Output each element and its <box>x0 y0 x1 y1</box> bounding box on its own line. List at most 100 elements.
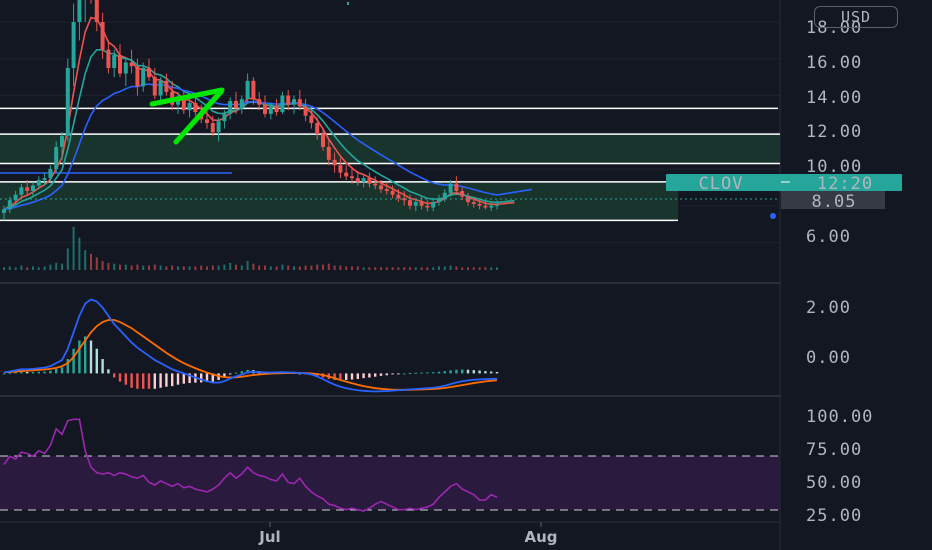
macd-histogram-bar <box>147 373 151 389</box>
volume-bar <box>14 267 17 270</box>
volume-bar <box>484 267 487 270</box>
volume-bar <box>438 266 440 270</box>
candle-body <box>315 123 320 135</box>
volume-bar <box>37 267 40 270</box>
volume-bars <box>3 226 498 270</box>
volume-bar <box>177 266 179 270</box>
volume-bar <box>61 263 63 270</box>
volume-bar <box>113 263 116 270</box>
rsi-tick-label: 100.00 <box>806 407 873 427</box>
volume-bar <box>281 264 284 270</box>
volume-bar <box>496 267 498 270</box>
volume-bar <box>414 267 417 270</box>
volume-bar <box>461 267 464 270</box>
macd-histogram-bar <box>159 373 162 388</box>
candle-body <box>326 146 331 160</box>
candle-body <box>454 183 459 192</box>
macd-histogram-bar <box>107 369 110 374</box>
candle-body <box>448 183 453 193</box>
volume-bar <box>455 266 458 270</box>
volume-bar <box>229 262 232 270</box>
candle-body <box>297 99 302 107</box>
candle-body <box>135 66 140 87</box>
volume-bar <box>449 265 452 270</box>
time-axis-labels[interactable]: Jul Aug <box>258 522 558 546</box>
volume-bar <box>258 265 261 270</box>
candle-body <box>286 95 291 105</box>
volume-bar <box>223 264 226 270</box>
candle-body <box>118 55 122 74</box>
macd-histogram-bar <box>136 373 139 389</box>
volume-bar <box>322 264 324 270</box>
macd-histogram-bar <box>466 369 470 374</box>
volume-bar <box>49 264 52 270</box>
candle-body <box>106 49 111 68</box>
volume-bar <box>55 262 58 270</box>
candle-body <box>425 205 430 208</box>
macd-line <box>3 298 498 393</box>
volume-bar <box>32 266 34 270</box>
volume-bar <box>130 265 133 270</box>
volume-bar <box>90 253 92 270</box>
volume-bar <box>119 264 121 270</box>
candle-body <box>263 104 267 114</box>
candle-body <box>205 119 209 124</box>
volume-bar <box>327 263 330 270</box>
macd-histogram-bar <box>8 372 11 374</box>
volume-bar <box>252 263 255 270</box>
volume-bar <box>409 267 411 270</box>
volume-bar <box>287 265 290 270</box>
candle-body <box>466 196 470 203</box>
candle-body <box>489 205 494 208</box>
rsi-tick-label: 25.00 <box>806 506 862 526</box>
macd-histogram-bar <box>240 371 243 374</box>
candle-body <box>292 99 296 105</box>
macd-histogram-bar <box>333 373 336 380</box>
macd-histogram-bar <box>391 373 394 375</box>
candle-body <box>338 165 343 173</box>
macd-histogram-bar <box>449 370 452 374</box>
candle-body <box>187 102 192 111</box>
candle-body <box>396 194 401 199</box>
volume-bar <box>345 266 348 270</box>
candle-body <box>164 80 169 92</box>
volume-bar <box>304 265 307 270</box>
candle-body <box>193 102 198 113</box>
macd-histogram-bar <box>211 373 214 382</box>
macd-histogram-bar <box>345 373 348 380</box>
candle-body <box>379 185 383 190</box>
macd-histogram-bar <box>408 372 412 374</box>
volume-bar <box>107 262 110 270</box>
macd-histogram-bar <box>339 373 342 381</box>
currency-button[interactable]: USD <box>814 6 898 28</box>
candle-body <box>483 205 488 208</box>
zone-2 <box>0 181 678 221</box>
candle-body <box>303 106 308 116</box>
last-price-tag[interactable]: 8.05 <box>781 191 885 212</box>
candle-body <box>19 187 24 195</box>
volume-bar <box>432 267 435 270</box>
macd-histogram-bar <box>437 371 441 374</box>
macd-tick-label: 0.00 <box>806 348 851 368</box>
candle-body <box>112 55 117 68</box>
volume-bar <box>78 237 81 270</box>
macd-histogram-bar <box>176 373 180 385</box>
volume-bar <box>397 267 400 270</box>
macd-histogram-bar <box>188 373 191 384</box>
macd-histogram-bar <box>89 340 93 374</box>
macd-histogram-bar <box>362 373 365 379</box>
macd-histogram-bar <box>142 373 145 389</box>
flag-annotation <box>149 87 225 145</box>
candle-body <box>2 209 6 214</box>
symbol-price-tag[interactable]: CLOV 12:20 <box>666 174 902 194</box>
volume-bar <box>426 267 429 270</box>
macd-histogram-bar <box>490 371 493 374</box>
macd-histogram-bar <box>113 373 116 378</box>
macd-histogram-bar <box>397 373 400 375</box>
candle-body <box>60 135 64 147</box>
volume-bar <box>380 267 382 270</box>
volume-bar <box>374 267 377 270</box>
volume-bar <box>101 261 104 270</box>
volume-bar <box>194 266 197 270</box>
